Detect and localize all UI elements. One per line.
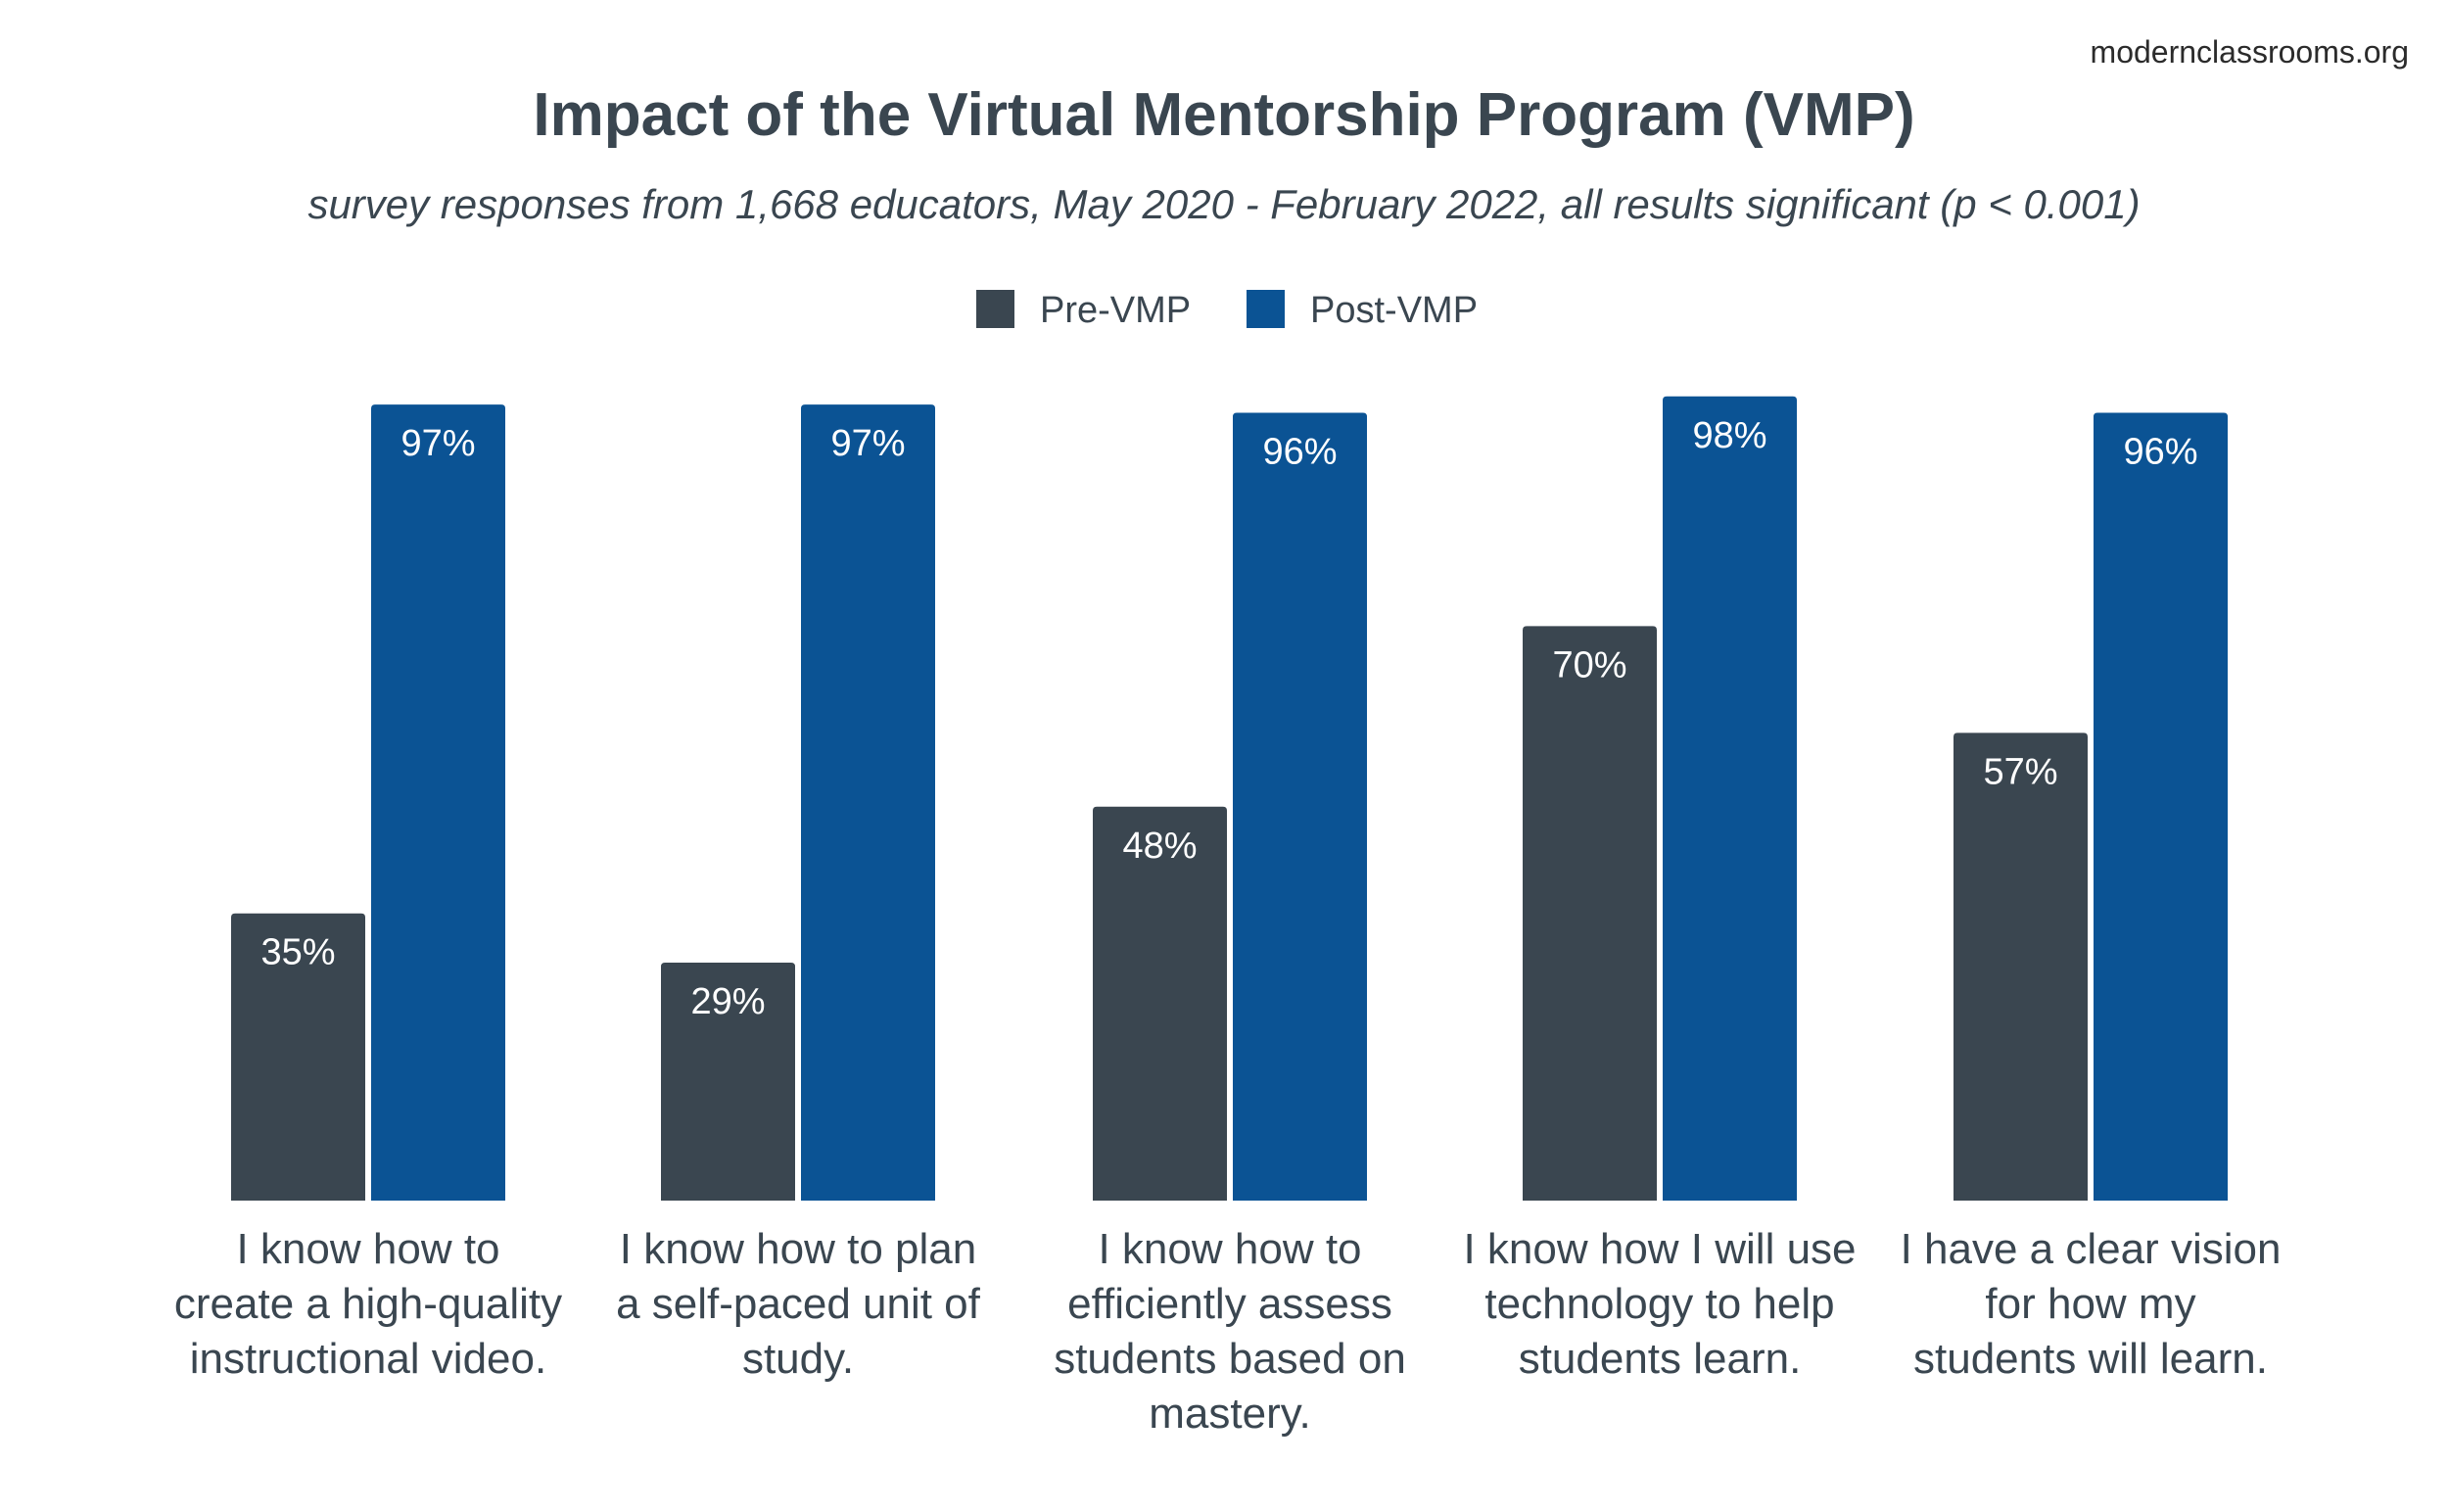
bar-label-post-3: 96%	[1262, 432, 1337, 473]
bar-post-2	[801, 404, 935, 1201]
category-label-5: I have a clear vision for how my students …	[1901, 1225, 2282, 1383]
source-text: modernclassrooms.org	[2091, 34, 2409, 70]
bar-post-4	[1663, 396, 1797, 1201]
bar-label-post-2: 97%	[830, 423, 905, 464]
bar-pre-4	[1523, 626, 1657, 1201]
bar-pre-1	[231, 913, 365, 1201]
legend-swatch-pre	[976, 290, 1014, 328]
bar-post-3	[1233, 412, 1367, 1201]
bar-pre-3	[1093, 806, 1227, 1201]
legend-label-post: Post-VMP	[1310, 290, 1478, 331]
bar-post-5	[2094, 412, 2228, 1201]
category-label-2: I know how to plan a self-paced unit of st…	[616, 1225, 981, 1383]
bar-labels-group: 35% 97% 29% 97% 48% 96% 70% 98% 57% 96%	[260, 415, 2197, 1022]
category-label-3: I know how to efficiently assess students …	[1054, 1225, 1406, 1438]
legend-swatch-post	[1247, 290, 1285, 328]
category-label-1: I know how to create a high-quality instru…	[174, 1225, 562, 1383]
bar-pre-2	[661, 962, 795, 1201]
category-label-4: I know how I will use technology to help s…	[1463, 1225, 1856, 1383]
chart-subtitle: survey responses from 1,668 educators, M…	[307, 181, 2140, 227]
bar-label-pre-5: 57%	[1983, 751, 2057, 792]
bar-label-pre-3: 48%	[1122, 826, 1197, 867]
bars-group	[231, 396, 2228, 1201]
legend: Pre-VMP Post-VMP	[976, 290, 1478, 331]
bar-label-post-1: 97%	[400, 423, 475, 464]
bar-post-1	[371, 404, 505, 1201]
bar-pre-5	[1954, 732, 2088, 1201]
bar-label-post-5: 96%	[2123, 432, 2197, 473]
bar-label-pre-4: 70%	[1552, 644, 1626, 685]
bar-label-post-4: 98%	[1692, 415, 1766, 456]
category-labels-group: I know how to create a high-quality instru…	[174, 1225, 2282, 1438]
bar-label-pre-2: 29%	[690, 981, 765, 1022]
chart-title: Impact of the Virtual Mentorship Program…	[533, 81, 1914, 149]
bar-label-pre-1: 35%	[260, 932, 335, 973]
legend-label-pre: Pre-VMP	[1040, 290, 1191, 331]
